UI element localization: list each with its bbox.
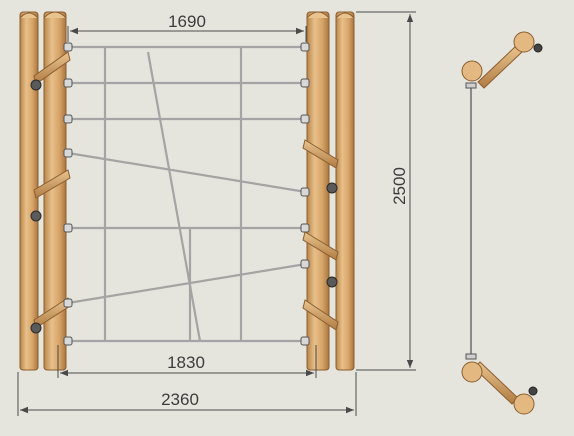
fitting xyxy=(300,187,310,197)
fitting xyxy=(300,336,310,346)
dimension-inner-label: 1830 xyxy=(167,353,205,372)
left-outer-post-top xyxy=(19,12,39,19)
dimension-height-label: 2500 xyxy=(390,167,409,205)
right-inner-post-top xyxy=(306,11,330,19)
dimension-overall-label: 2360 xyxy=(161,390,199,409)
dimension-inner xyxy=(57,345,317,378)
side-view-bottom-bolt xyxy=(528,386,538,396)
left-peg-1 xyxy=(30,79,42,91)
dimension-top-label: 1690 xyxy=(168,12,206,31)
fitting xyxy=(300,78,310,88)
rope-v-diag xyxy=(146,51,202,342)
side-view xyxy=(461,31,543,415)
side-view-bottom-right-post xyxy=(513,393,535,415)
rope-slant-1 xyxy=(67,151,307,194)
fitting xyxy=(63,336,73,346)
right-rung-2 xyxy=(302,231,339,261)
fitting xyxy=(300,114,310,124)
dimension-height xyxy=(356,11,416,371)
fitting xyxy=(63,148,73,158)
fitting xyxy=(63,223,73,233)
right-rung-3 xyxy=(302,299,339,331)
left-peg-2 xyxy=(30,210,42,222)
rope-slant-2 xyxy=(67,262,307,305)
right-outer-post xyxy=(335,11,355,371)
fitting xyxy=(63,78,73,88)
side-view-bottom-left-post xyxy=(461,361,483,383)
side-view-bottom-fitting xyxy=(465,353,477,360)
side-view-top-right-post xyxy=(513,31,535,53)
side-view-top-left-post xyxy=(461,60,483,82)
fitting xyxy=(63,42,73,52)
fitting xyxy=(300,42,310,52)
side-view-top-fitting xyxy=(465,82,477,89)
right-peg-2 xyxy=(326,276,338,288)
fitting xyxy=(63,114,73,124)
fitting xyxy=(300,259,310,269)
rope-net xyxy=(67,45,307,343)
dimension-overall xyxy=(17,372,357,416)
left-post-group xyxy=(19,11,71,371)
dimension-top xyxy=(67,26,307,42)
side-view-top-brace xyxy=(477,45,523,89)
side-view-top-bolt xyxy=(533,43,543,53)
right-post-group xyxy=(302,11,355,371)
left-inner-post-top xyxy=(43,11,67,19)
left-peg-3 xyxy=(30,322,42,334)
rope-fittings xyxy=(63,42,310,346)
right-rung-1 xyxy=(302,139,339,169)
fitting xyxy=(63,298,73,308)
right-peg-1 xyxy=(326,182,338,194)
right-outer-post-top xyxy=(335,12,355,19)
fitting xyxy=(300,223,310,233)
left-rung-2 xyxy=(33,169,71,199)
